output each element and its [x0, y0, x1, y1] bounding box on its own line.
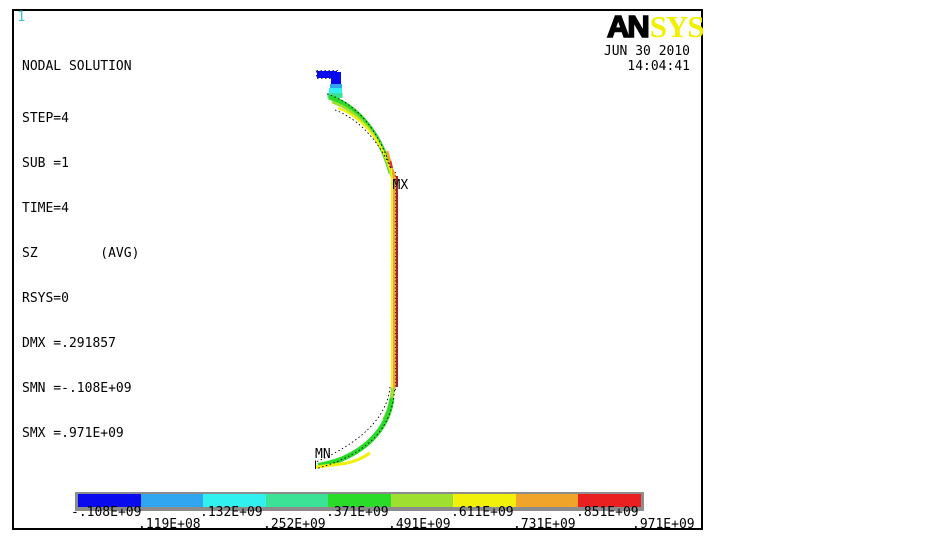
colorbar-label: .851E+09	[576, 505, 639, 520]
colorbar-segment	[328, 494, 391, 507]
colorbar-segment	[516, 494, 578, 507]
date-text: JUN 30 2010	[603, 44, 690, 59]
legend-title: NODAL SOLUTION	[22, 59, 132, 74]
flange-stem-seagreen	[327, 93, 343, 98]
ansys-logo-an: AN	[606, 8, 650, 45]
colorbar-label: .371E+09	[326, 505, 389, 520]
vertical-wall	[390, 168, 398, 400]
flange-stem-blue	[331, 72, 341, 86]
colorbar-label: .252E+09	[263, 517, 326, 532]
colorbar-label: .491E+09	[388, 517, 451, 532]
mx-marker: MX	[393, 178, 409, 193]
colorbar-segment	[578, 494, 641, 507]
shoulder-yellowgreen	[331, 100, 394, 178]
knuckle-green	[317, 397, 395, 468]
shoulder-yellow	[337, 107, 394, 181]
colorbar-label: .132E+09	[200, 505, 263, 520]
ansys-logo-sys: SYS	[649, 9, 705, 44]
colorbar-segment	[266, 494, 328, 507]
colorbar-label: .971E+09	[632, 517, 695, 532]
legend-sub: SUB =1	[22, 156, 69, 171]
legend-item: SZ (AVG)	[22, 246, 140, 261]
colorbar-label: -.108E+09	[71, 505, 142, 520]
knuckle-outer-yellow	[315, 451, 371, 469]
colorbar-label: .611E+09	[451, 505, 514, 520]
colorbar-label: .119E+08	[138, 517, 201, 532]
colorbar-segment	[141, 494, 203, 507]
flange-stem-cyan	[329, 88, 342, 94]
colorbar-segment	[453, 494, 516, 507]
colorbar-segment	[391, 494, 453, 507]
legend-dmx: DMX =.291857	[22, 336, 116, 351]
graphics-viewport[interactable]	[12, 9, 703, 530]
legend-time: TIME=4	[22, 201, 69, 216]
time-text: 14:04:41	[627, 59, 690, 74]
dome-shoulder-band	[326, 93, 396, 182]
flange-bar	[317, 71, 337, 78]
legend-smx: SMX =.971E+09	[22, 426, 124, 441]
colorbar-segment	[203, 494, 266, 507]
solution-legend: NODAL SOLUTION STEP=4 SUB =1 TIME=4 SZ (…	[22, 29, 139, 471]
bottom-knuckle-band	[315, 386, 395, 469]
ansys-logo: ANSYS	[606, 8, 705, 45]
legend-step: STEP=4	[22, 111, 69, 126]
colorbar-segment	[78, 494, 141, 507]
element-edge-dotted	[316, 389, 395, 469]
legend-rsys: RSYS=0	[22, 291, 69, 306]
element-edge-dotted	[334, 109, 396, 182]
datetime-stamp: JUN 30 2010 14:04:41	[500, 44, 690, 74]
legend-smn: SMN =-.108E+09	[22, 381, 132, 396]
top-flange	[316, 70, 343, 98]
model-plot[interactable]: MX MN	[290, 60, 430, 480]
flange-stem-lightblue	[330, 84, 342, 89]
colorbar-label: .731E+09	[513, 517, 576, 532]
window-number: 1	[17, 9, 26, 25]
mn-marker: MN	[315, 447, 331, 462]
element-edge-dotted	[326, 93, 392, 172]
